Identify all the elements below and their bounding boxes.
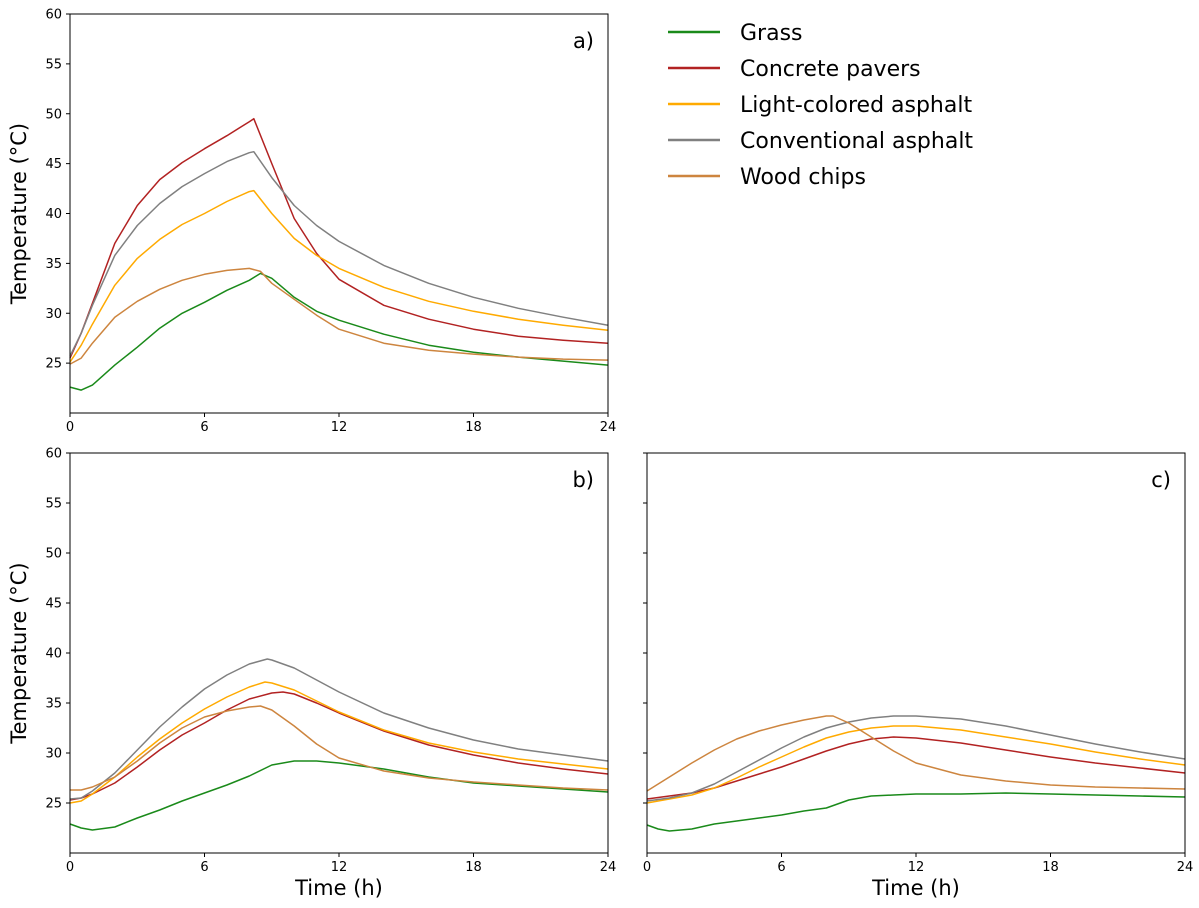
panel-b-xtick-label: 0 — [66, 860, 74, 875]
panel-b-ytick-label: 60 — [45, 447, 62, 462]
panel-a-ytick-label: 25 — [45, 357, 62, 372]
panel-b-line-light-colored-asphalt — [69, 681, 609, 804]
panel-b-xlabel: Time (h) — [294, 876, 383, 900]
panel-b-frame — [69, 452, 609, 854]
panel-c-xtick-label: 0 — [643, 860, 651, 875]
panel-c-xtick-label: 24 — [1177, 860, 1194, 875]
panel-c: 0 6 12 18 24 c) Time (h) — [643, 452, 1194, 900]
panel-a-xtick-label: 12 — [331, 420, 348, 435]
panel-c-xlabel: Time (h) — [871, 876, 960, 900]
panel-c-line-grass — [646, 792, 1186, 832]
panel-c-label: c) — [1151, 468, 1171, 492]
panel-c-frame — [646, 452, 1186, 854]
panel-a-ylabel: Temperature (°C) — [7, 123, 31, 305]
panel-b-ylabel: Temperature (°C) — [7, 562, 31, 744]
panel-b-line-conventional-asphalt — [69, 658, 609, 800]
panel-b-xtick-label: 18 — [465, 860, 482, 875]
panel-b-line-grass — [69, 760, 609, 831]
panel-b-line-wood-chips — [70, 705, 609, 791]
panel-c-line-wood-chips — [646, 715, 1186, 792]
panel-b-ytick-label: 40 — [45, 647, 62, 662]
panel-b-ytick-label: 30 — [45, 747, 62, 762]
panel-a-ytick-label: 45 — [45, 157, 62, 172]
panel-a-line-wood-chips — [69, 267, 609, 365]
panel-a-xtick-label: 6 — [200, 420, 208, 435]
panel-b-ytick-label: 25 — [45, 797, 62, 812]
panel-a-label: a) — [573, 29, 594, 53]
panel-a-ytick-label: 40 — [45, 207, 62, 222]
panel-a-ytick-label: 35 — [45, 257, 62, 272]
panel-a: 0 6 12 18 24 25 30 35 40 45 50 55 60 a) Temperature (°… — [7, 8, 616, 436]
panel-a-ytick-label: 55 — [45, 57, 62, 72]
panel-b-xtick-label: 6 — [200, 860, 208, 875]
panel-b-ytick-label: 50 — [45, 547, 62, 562]
legend-label-conventional-asphalt: Conventional asphalt — [740, 129, 973, 154]
legend-label-light-colored-asphalt: Light-colored asphalt — [740, 93, 972, 118]
panel-b-ytick-label: 45 — [45, 597, 62, 612]
panel-a-ytick-label: 50 — [45, 107, 62, 122]
panel-c-xtick-label: 12 — [908, 860, 925, 875]
panel-c-xtick-label: 6 — [777, 860, 785, 875]
panel-b-xtick-label: 12 — [331, 860, 348, 875]
panel-a-xtick-label: 24 — [600, 420, 617, 435]
panel-a-xtick-label: 18 — [465, 420, 482, 435]
panel-c-xtick-label: 18 — [1042, 860, 1059, 875]
panel-b-ytick-label: 35 — [45, 697, 62, 712]
panel-b-line-concrete-pavers — [69, 691, 609, 801]
legend-label-grass: Grass — [740, 21, 803, 46]
panel-a-xtick-label: 0 — [66, 420, 74, 435]
panel-b-ytick-label: 55 — [45, 497, 62, 512]
panel-b-label: b) — [572, 468, 594, 492]
panel-c-line-conventional-asphalt — [646, 715, 1186, 802]
panel-b-xtick-label: 24 — [600, 860, 617, 875]
panel-c-line-light-colored-asphalt — [646, 725, 1186, 804]
legend-label-wood-chips: Wood chips — [740, 165, 866, 190]
panel-a-line-grass — [69, 272, 609, 391]
panel-a-ytick-label: 60 — [45, 8, 62, 23]
panel-a-line-light-colored-asphalt — [69, 189, 609, 363]
panel-a-line-conventional-asphalt — [69, 150, 609, 357]
legend: Grass Concrete pavers Light-colored asphal… — [668, 21, 973, 190]
panel-a-frame — [69, 13, 609, 414]
panel-a-ytick-label: 30 — [45, 307, 62, 322]
panel-b: 0 6 12 18 24 25 30 35 40 45 50 55 60 b) Temperature (°… — [7, 447, 616, 901]
legend-label-concrete-pavers: Concrete pavers — [740, 57, 921, 82]
panel-a-line-concrete-pavers — [69, 117, 609, 359]
